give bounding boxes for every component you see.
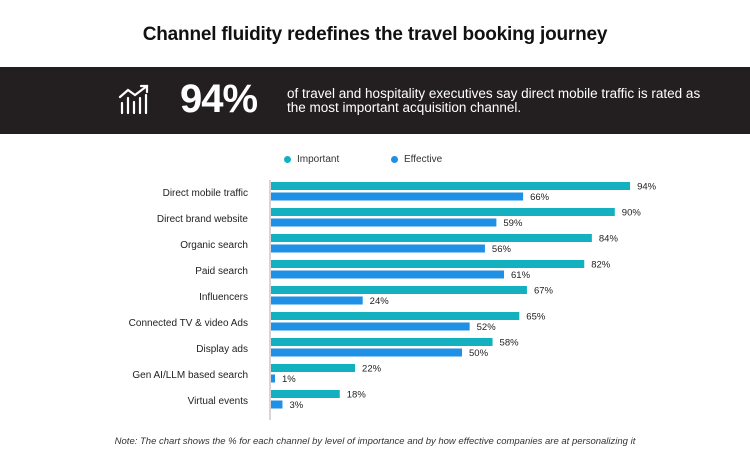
legend-label: Important	[297, 154, 340, 165]
bar-important	[271, 390, 340, 398]
category-label: Organic search	[180, 240, 248, 251]
data-label: 82%	[591, 260, 611, 271]
bar-important	[271, 286, 527, 294]
data-label: 67%	[534, 286, 554, 297]
data-label: 59%	[503, 218, 523, 229]
legend-effective: Effective	[391, 154, 442, 165]
data-label: 56%	[492, 244, 512, 255]
data-label: 18%	[347, 390, 367, 401]
bar-effective	[271, 296, 363, 305]
data-label: 1%	[282, 374, 296, 385]
category-label: Direct mobile traffic	[163, 188, 248, 199]
bar-effective	[271, 270, 505, 279]
category-label: Gen AI/LLM based search	[132, 370, 248, 381]
bar-important	[271, 234, 592, 242]
bar-effective	[271, 244, 485, 253]
bar-effective	[271, 218, 497, 227]
data-label: 58%	[500, 338, 520, 349]
bar-important	[271, 312, 520, 320]
headline-stat: 94%	[180, 77, 258, 121]
data-label: 66%	[530, 192, 550, 203]
category-label: Direct brand website	[157, 214, 249, 225]
data-label: 3%	[289, 400, 303, 411]
legend-important: Important	[284, 154, 339, 165]
data-label: 90%	[622, 208, 642, 219]
bar-effective	[271, 400, 283, 409]
page-title: Channel fluidity redefines the travel bo…	[142, 24, 608, 45]
bar-chart-trend-up-icon	[118, 83, 152, 120]
data-label: 22%	[362, 364, 382, 375]
data-label: 61%	[511, 270, 531, 281]
bar-important	[271, 260, 585, 268]
category-label: Display ads	[196, 344, 248, 355]
headline-statement: of travel and hospitality executives say…	[287, 86, 701, 115]
bar-chart: Direct mobile traffic 94% 66% Direct brand …	[129, 180, 657, 420]
bar-important	[271, 364, 356, 372]
data-label: 24%	[370, 296, 390, 307]
legend-label: Effective	[404, 154, 443, 165]
bar-effective	[271, 322, 470, 331]
legend-swatch	[391, 156, 398, 163]
data-label: 65%	[526, 312, 546, 323]
data-label: 94%	[637, 182, 657, 193]
category-label: Connected TV & video Ads	[129, 318, 248, 329]
bar-effective	[271, 348, 462, 357]
highlight-banner: 94% of travel and hospitality executives…	[0, 67, 750, 134]
bar-important	[271, 338, 493, 346]
data-label: 84%	[599, 234, 619, 245]
legend-swatch	[284, 156, 291, 163]
bar-effective	[271, 374, 275, 383]
data-label: 52%	[477, 322, 497, 333]
category-label: Virtual events	[188, 396, 248, 407]
bar-important	[271, 208, 615, 216]
category-label: Influencers	[199, 292, 248, 303]
chart-note: Note: The chart shows the % for each cha…	[114, 436, 636, 447]
bar-effective	[271, 192, 524, 201]
bar-important	[271, 182, 631, 190]
category-label: Paid search	[195, 266, 248, 277]
data-label: 50%	[469, 348, 489, 359]
